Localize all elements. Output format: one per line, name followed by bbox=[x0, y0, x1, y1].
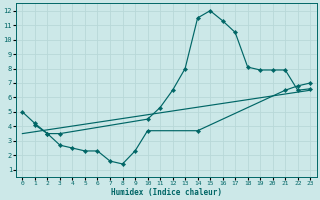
X-axis label: Humidex (Indice chaleur): Humidex (Indice chaleur) bbox=[111, 188, 222, 197]
